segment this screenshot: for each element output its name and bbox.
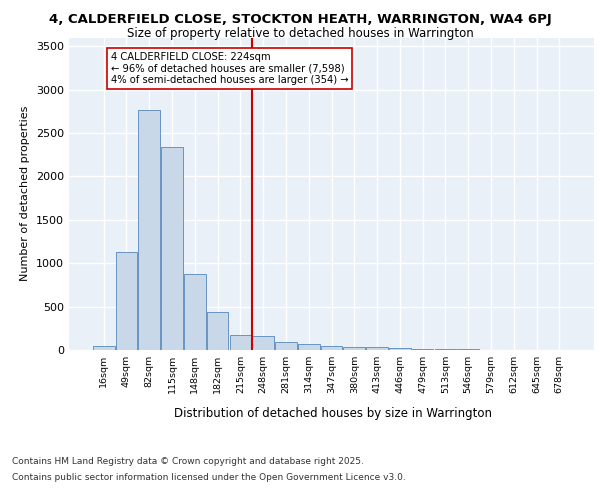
Y-axis label: Number of detached properties: Number of detached properties [20,106,31,282]
Text: Contains HM Land Registry data © Crown copyright and database right 2025.: Contains HM Land Registry data © Crown c… [12,458,364,466]
Bar [412,348,433,350]
Bar [207,312,229,350]
Bar [230,335,251,350]
Bar [275,342,297,350]
Bar [161,147,183,350]
Bar [366,348,388,350]
Bar [343,346,365,350]
Bar [116,252,137,350]
Bar [434,349,456,350]
Bar [320,346,343,350]
Bar [253,336,274,350]
Text: Distribution of detached houses by size in Warrington: Distribution of detached houses by size … [174,408,492,420]
Bar [139,110,160,350]
Text: Size of property relative to detached houses in Warrington: Size of property relative to detached ho… [127,28,473,40]
Text: 4 CALDERFIELD CLOSE: 224sqm
← 96% of detached houses are smaller (7,598)
4% of s: 4 CALDERFIELD CLOSE: 224sqm ← 96% of det… [110,52,348,86]
Text: Contains public sector information licensed under the Open Government Licence v3: Contains public sector information licen… [12,472,406,482]
Bar [298,344,320,350]
Bar [184,274,206,350]
Bar [389,348,410,350]
Bar [93,346,115,350]
Text: 4, CALDERFIELD CLOSE, STOCKTON HEATH, WARRINGTON, WA4 6PJ: 4, CALDERFIELD CLOSE, STOCKTON HEATH, WA… [49,12,551,26]
